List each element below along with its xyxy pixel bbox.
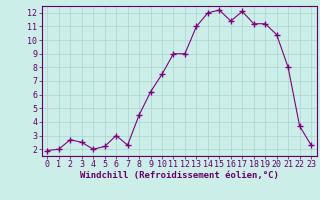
X-axis label: Windchill (Refroidissement éolien,°C): Windchill (Refroidissement éolien,°C) [80,171,279,180]
